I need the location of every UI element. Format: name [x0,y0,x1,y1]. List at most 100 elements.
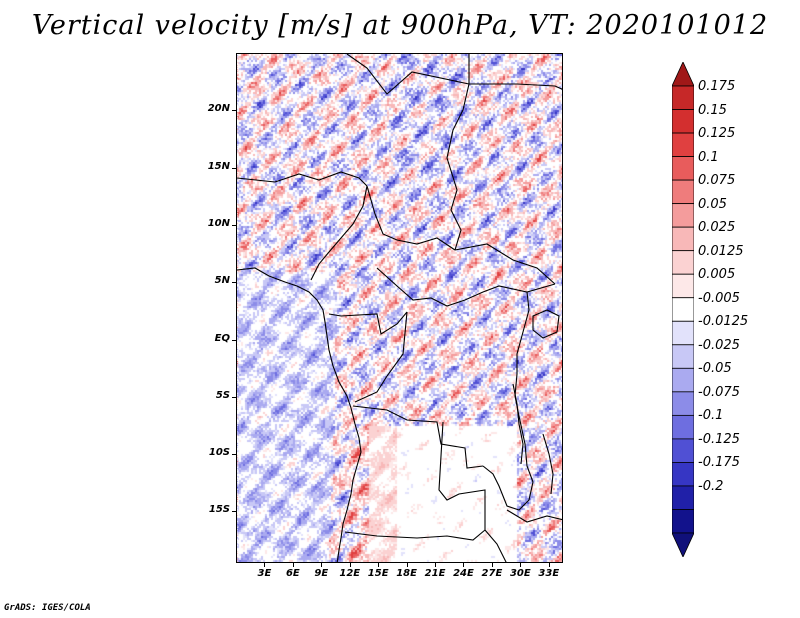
border-libya-chad [346,54,470,95]
border-cameroon-congo [328,311,408,335]
border-east-lakes [514,291,534,483]
colorbar-swatch [672,156,694,181]
colorbar-swatch [672,344,694,369]
lon-label: 6E [285,568,300,579]
colorbar-label: 0.005 [698,267,736,283]
lake-malawi [542,433,554,495]
colorbar-swatch [672,320,694,346]
border-sudan-east [469,83,562,90]
chart-title: Vertical velocity [m/s] at 900hPa, VT: 2… [31,10,769,41]
border-niger-nigeria [237,171,368,187]
colorbar-swatch [672,462,694,487]
lat-tick [232,167,236,169]
colorbar-swatch [672,367,694,393]
lon-label: 27E [481,568,503,579]
lon-tick [406,563,408,567]
lon-label: 12E [339,568,361,579]
colorbar-label: -0.125 [698,431,740,447]
lat-tick [232,110,236,112]
lon-tick [520,563,522,567]
lon-label: 3E [257,568,272,579]
country-borders [237,54,562,562]
lat-label: 20N [207,103,230,115]
colorbar-swatch [672,438,694,463]
colorbar-swatch [672,297,694,322]
border-zimbabwe [506,509,562,523]
lat-label: 15S [208,504,230,516]
lon-label: 21E [424,568,446,579]
colorbar-swatch [672,485,694,510]
border-congo-drc [354,311,408,403]
border-namibia [344,529,486,541]
lon-tick [349,563,351,567]
colorbar-swatch [672,250,694,275]
border-angola-zambia [438,421,507,562]
colorbar-swatch [672,85,694,110]
colorbar-swatch [672,132,694,157]
border-drc-angola [352,405,484,469]
lake-tanganyika [512,383,524,465]
colorbar-swatch [672,109,694,134]
lat-tick [232,339,236,341]
lat-tick [232,396,236,398]
border-south-sudan [454,243,556,285]
lat-label: EQ [214,332,230,344]
lat-label: 5S [215,389,230,401]
colorbar-swatch [672,391,694,416]
lat-label: 5N [214,275,230,287]
lat-label: 10S [208,447,230,459]
lon-tick [378,563,380,567]
colorbar [672,62,694,557]
colorbar-label: -0.075 [698,384,740,400]
lat-tick [232,454,236,456]
grads-credit: GrADS: IGES/COLA [4,603,91,613]
vertical-velocity-field [237,54,562,562]
colorbar-label: 0.15 [698,102,727,118]
colorbar-label: -0.2 [698,478,724,494]
lon-label: 33E [538,568,560,579]
lat-label: 10N [207,217,230,229]
colorbar-swatch [672,179,694,205]
colorbar-label: 0.075 [698,173,736,189]
colorbar-label: 0.175 [698,79,736,94]
lake-victoria [532,309,560,339]
lat-label: 15N [207,160,230,172]
border-zambia-drc [482,465,534,511]
coastline [237,267,362,562]
colorbar-label: 0.125 [698,126,736,142]
lon-tick [321,563,323,567]
colorbar-top-arrow [672,62,694,87]
colorbar-swatch [672,509,694,534]
colorbar-label: -0.005 [698,290,740,306]
lon-label: 18E [396,568,417,579]
colorbar-label: 0.025 [698,220,736,236]
colorbar-label: -0.0125 [698,314,749,330]
lat-tick [232,282,236,284]
colorbar-bottom-arrow [672,532,694,557]
lon-tick [264,563,266,567]
lon-label: 30E [509,568,531,579]
colorbar-swatch [672,226,694,252]
lon-tick [548,563,550,567]
lon-tick [435,563,437,567]
border-chad-sudan [446,83,470,251]
colorbar-label: 0.05 [698,196,727,212]
colorbar-swatch [672,203,694,228]
border-car-south [376,267,556,307]
colorbar-swatch [672,273,694,299]
border-chad-car [366,185,456,251]
colorbar-label: -0.1 [698,408,724,424]
colorbar-label: -0.025 [698,337,740,353]
lon-label: 9E [314,568,329,579]
border-nigeria-cameroon [310,185,368,281]
map-panel [236,53,563,563]
lon-label: 15E [367,568,389,579]
lon-tick [463,563,465,567]
lon-tick [292,563,294,567]
colorbar-label: -0.175 [698,455,740,471]
colorbar-label: 0.0125 [698,243,744,259]
colorbar-swatch [672,414,694,440]
lat-tick [232,511,236,513]
lon-tick [491,563,493,567]
colorbar-label: -0.05 [698,361,732,377]
